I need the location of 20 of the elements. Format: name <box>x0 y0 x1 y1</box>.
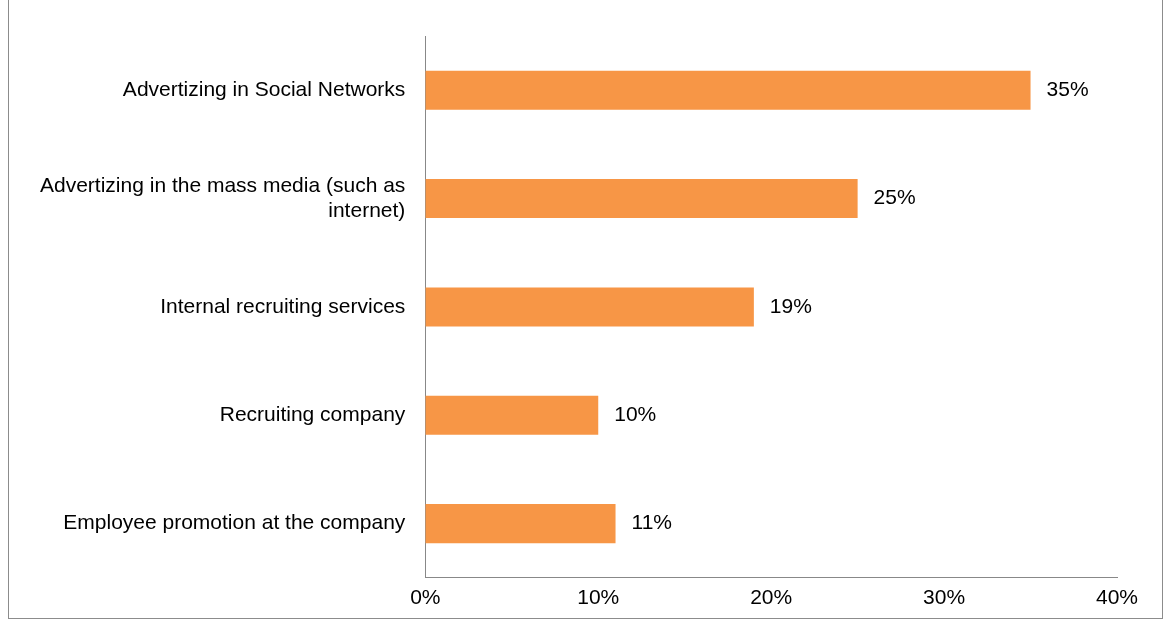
data-label: 25% <box>873 185 916 209</box>
y-tick-label: Recruiting company <box>219 402 406 426</box>
x-tick-label: 0% <box>410 585 441 609</box>
data-label: 19% <box>769 293 812 317</box>
data-label: 11% <box>631 510 673 534</box>
data-label: 10% <box>614 402 657 426</box>
y-tick-label: Internal recruiting services <box>160 293 406 317</box>
x-tick-label: 30% <box>923 585 966 609</box>
x-tick-label: 20% <box>750 585 793 609</box>
bar <box>425 504 616 544</box>
bar <box>425 179 858 219</box>
x-tick-label: 10% <box>577 585 620 609</box>
y-tick-label: Advertizing in the mass media (such as internet) <box>40 172 406 221</box>
y-tick-label: Employee promotion at the company <box>63 510 406 534</box>
bar <box>425 70 1031 110</box>
x-tick-label: 40% <box>1095 585 1139 609</box>
bar <box>425 287 754 327</box>
data-label: 35% <box>1046 76 1089 100</box>
bar <box>425 395 599 435</box>
y-tick-label: Advertizing in Social Networks <box>122 76 406 100</box>
